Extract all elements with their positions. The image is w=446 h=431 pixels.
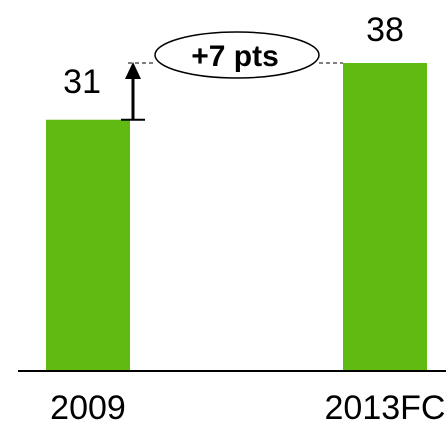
bar-2013FC [343,63,427,371]
bar-2009 [46,119,130,371]
labels-group: 2009 31 2013FC 38 [50,11,445,427]
change-annotation: +7 pts [121,31,343,121]
bars-group [46,63,427,371]
category-label-2009: 2009 [50,389,126,427]
delta-label: +7 pts [191,40,279,73]
value-label-2009: 31 [63,63,101,101]
category-label-2013FC: 2013FC [325,389,446,427]
delta-ellipse [154,31,320,79]
arrow-head-icon [125,62,141,79]
value-label-2013FC: 38 [366,11,404,49]
